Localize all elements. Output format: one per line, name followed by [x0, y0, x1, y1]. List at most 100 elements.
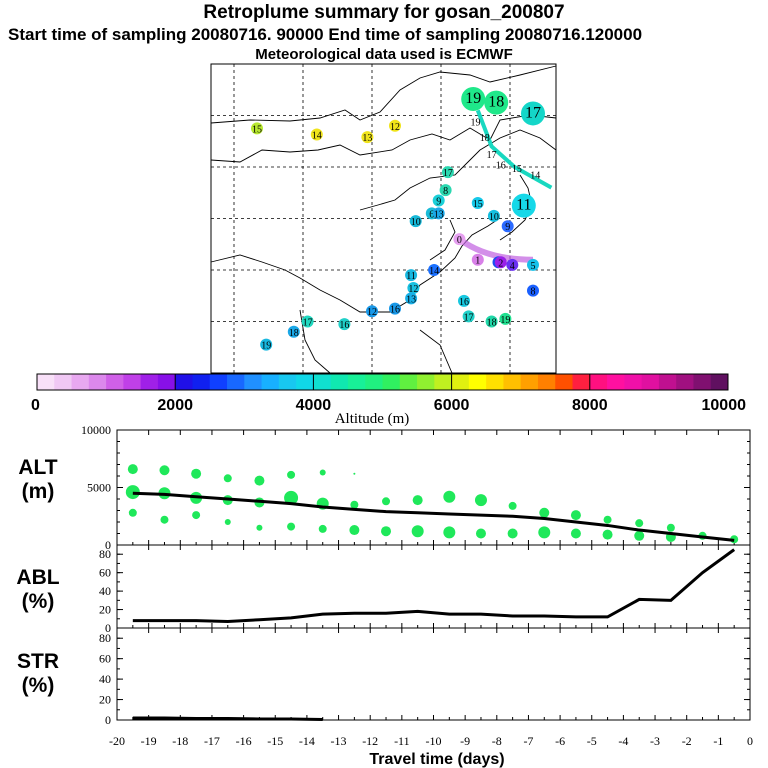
coastline: [359, 129, 557, 211]
trajectory-day-label: 17: [464, 312, 474, 323]
trajectory-marker: [405, 292, 418, 305]
trajectory-day-label: 17: [443, 168, 453, 179]
met-data-note: Meteorological data used is ECMWF: [255, 46, 513, 63]
trajectory-day-label: 1: [475, 256, 480, 267]
alt-axis-label: ALT (m): [8, 456, 68, 504]
str-axis-label: STR (%): [8, 650, 68, 698]
trajectory-marker: [484, 90, 509, 115]
trajectory-day-label: 15: [473, 199, 483, 210]
sampling-times: Start time of sampling 20080716. 90000 E…: [8, 25, 643, 44]
trajectory-day-label: 4: [510, 261, 515, 272]
trajectory-day-label: 18: [289, 328, 299, 339]
trajectory-day-label: 13: [406, 294, 416, 305]
trajectory-day-label: 17: [303, 318, 313, 329]
trajectory-marker: [461, 87, 486, 112]
trajectory-marker: [287, 325, 300, 338]
trajectory-marker: [366, 305, 378, 318]
trajectory-marker: [260, 338, 273, 351]
trajectory-day-label: 6: [429, 209, 434, 220]
trajectory-day-label: 5: [531, 261, 536, 272]
trajectory-marker: [485, 315, 498, 328]
trajectory-path: [457, 236, 534, 263]
chart-title: Retroplume summary for gosan_200807: [203, 2, 565, 23]
trajectory-day-label: 9: [505, 222, 510, 233]
trajectory-day-label: 9: [436, 196, 441, 207]
trajectory-marker: [439, 184, 452, 197]
coastline: [210, 114, 557, 163]
trajectory-marker: [458, 294, 470, 307]
trajectory-day-label: 15: [252, 124, 262, 135]
trajectory-marker: [389, 119, 401, 132]
trajectory-day-label: 18: [488, 94, 504, 111]
trajectory-marker: [511, 193, 536, 218]
trajectory-day-label: 2: [498, 258, 503, 269]
trajectory-marker: [521, 101, 545, 126]
str-label-line2: (%): [21, 674, 55, 697]
trajectory-marker: [527, 258, 539, 271]
abl-label-line1: ABL: [16, 566, 60, 589]
trajectory-marker: [389, 302, 401, 315]
trajectory-marker: [409, 215, 422, 228]
trajectory-day-label: 17: [525, 104, 541, 121]
trajectory-day-label: 0: [457, 235, 462, 246]
trajectory-marker: [361, 131, 374, 144]
trajectory-day-label: 19: [465, 90, 481, 107]
coastline: [429, 219, 456, 261]
trajectory-day-label: 16: [496, 160, 506, 171]
trajectory-marker: [338, 318, 351, 331]
trajectory-marker: [487, 209, 500, 222]
trajectory-day-label: 16: [459, 297, 469, 308]
alt-label-line2: (m): [21, 480, 55, 503]
trajectory-marker: [501, 220, 514, 233]
trajectory-marker: [432, 194, 445, 207]
trajectory-marker: [301, 315, 314, 328]
trajectory-day-label: 16: [390, 305, 400, 316]
trajectory-day-label: 16: [339, 320, 349, 331]
trajectory-marker: [471, 197, 484, 210]
trajectory-day-label: 14: [312, 131, 322, 142]
trajectory-day-label: 13: [434, 209, 444, 220]
coastline: [210, 65, 557, 124]
trajectory-day-label: 13: [362, 133, 372, 144]
trajectory-marker: [494, 256, 507, 269]
trajectory-marker: [462, 310, 475, 323]
trajectory-day-label: 10: [411, 217, 421, 228]
trajectory-marker: [432, 207, 445, 220]
trajectory-day-label: 14: [530, 171, 540, 182]
trajectory-marker: [407, 282, 420, 295]
trajectory-day-label: 14: [429, 266, 439, 277]
trajectory-day-label: 8: [531, 287, 536, 298]
trajectory-marker: [471, 253, 484, 266]
trajectory-marker: [428, 264, 441, 276]
abl-label-line2: (%): [21, 590, 55, 613]
alt-label-line1: ALT: [18, 456, 58, 479]
trajectory-day-label: 18: [487, 318, 497, 329]
trajectory-day-label: 12: [408, 284, 418, 295]
trajectory-day-label: 8: [443, 186, 448, 197]
trajectory-day-label: 17: [487, 150, 497, 161]
trajectory-day-label: 15: [512, 164, 522, 175]
trajectory-path: [475, 109, 553, 190]
trajectory-day-label: 19: [261, 341, 271, 352]
str-label-line1: STR: [17, 650, 59, 673]
trajectory-day-label: 12: [390, 122, 400, 133]
coastline: [419, 329, 453, 374]
trajectory-day-label: 19: [500, 315, 510, 326]
trajectory-day-label: 12: [367, 307, 377, 318]
trajectory-day-label: 11: [406, 271, 416, 282]
abl-axis-label: ABL (%): [8, 566, 68, 614]
trajectory-day-label: 11: [516, 197, 531, 214]
coastline: [299, 309, 331, 374]
trajectory-marker: [453, 233, 466, 246]
trajectory-marker: [310, 128, 323, 141]
trajectory-marker: [405, 269, 418, 282]
trajectory-day-label: 10: [489, 212, 499, 223]
trajectory-marker: [506, 258, 519, 271]
trajectory-day-label: 18: [480, 133, 490, 144]
trajectory-marker: [527, 284, 539, 297]
trajectory-marker: [441, 166, 454, 179]
trajectory-marker: [499, 312, 512, 325]
trajectory-marker: [251, 122, 263, 135]
trajectory-day-label: 19: [471, 118, 481, 129]
